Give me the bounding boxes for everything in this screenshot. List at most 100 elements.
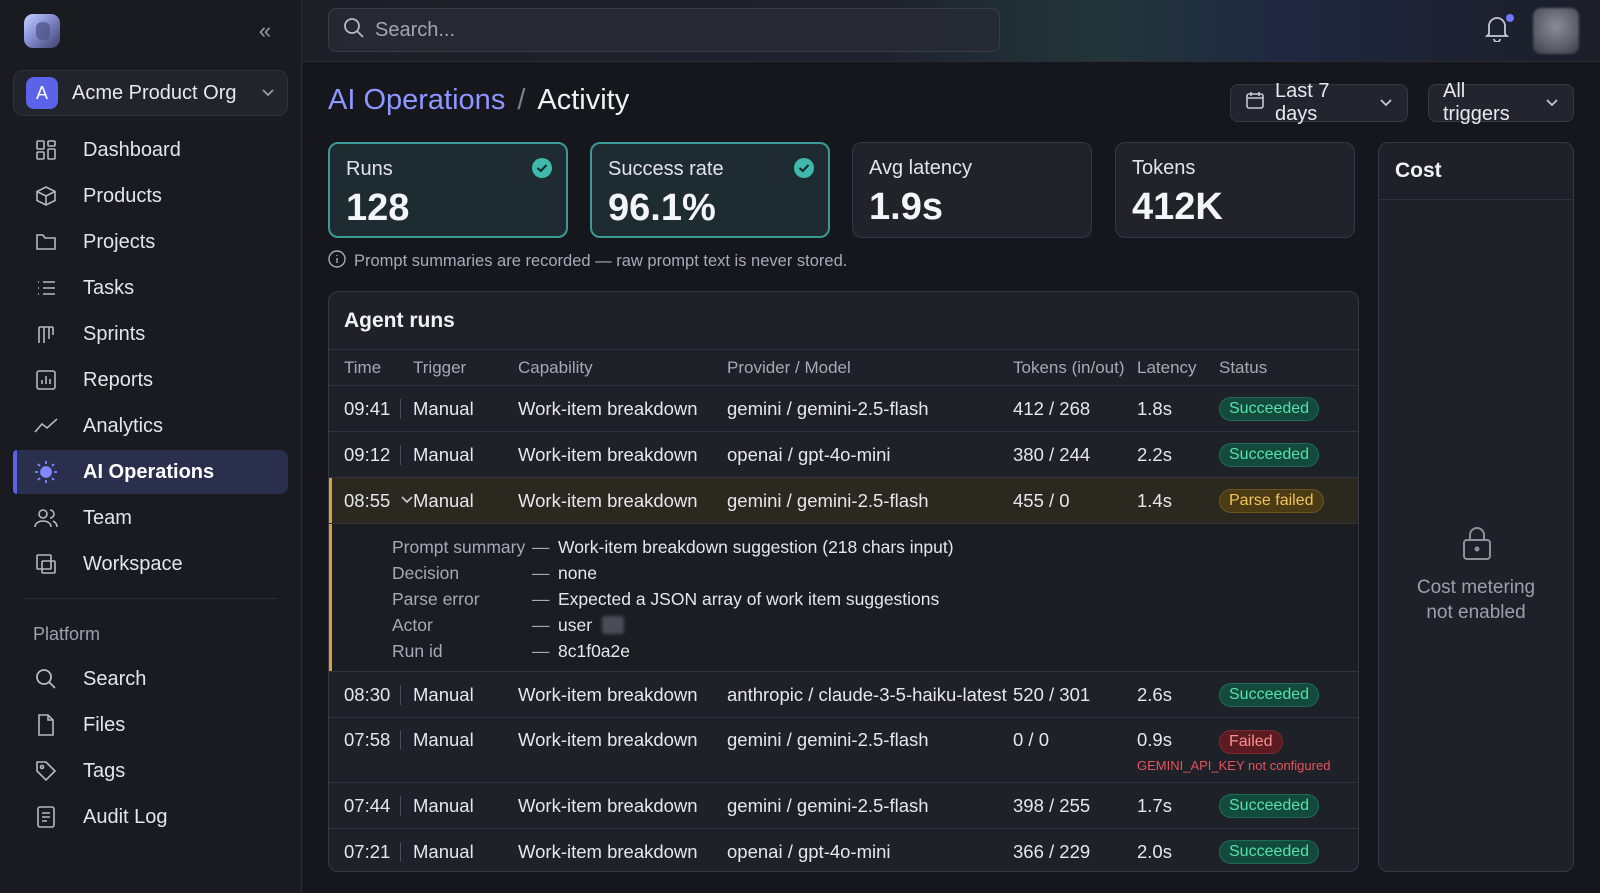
org-name: Acme Product Org bbox=[72, 81, 237, 104]
search-input[interactable] bbox=[375, 18, 975, 42]
status-badge: Succeeded bbox=[1219, 840, 1320, 864]
detail-row-decision: Decision — none bbox=[392, 560, 1358, 586]
nav-divider bbox=[23, 598, 278, 599]
run-capability: Work-item breakdown bbox=[518, 683, 698, 705]
sidebar-item-audit-log[interactable]: Audit Log bbox=[13, 795, 288, 839]
run-trigger: Manual bbox=[413, 840, 474, 862]
cost-disabled-message: Cost metering not enabled bbox=[1379, 575, 1573, 625]
cube-icon bbox=[33, 185, 59, 207]
stat-card-avg-latency[interactable]: Avg latency 1.9s bbox=[852, 142, 1092, 238]
sidebar-item-tags[interactable]: Tags bbox=[13, 749, 288, 793]
sidebar: « A Acme Product Org Dashboard Products … bbox=[0, 0, 302, 893]
table-row[interactable]: 07:44 Manual Work-item breakdown gemini … bbox=[329, 783, 1358, 829]
run-model: gemini / gemini-2.5-flash bbox=[727, 794, 929, 816]
run-model: anthropic / claude-3-5-haiku-latest bbox=[727, 683, 1007, 705]
user-avatar[interactable] bbox=[1533, 8, 1579, 54]
stat-label: Avg latency bbox=[869, 157, 973, 179]
column-header-latency[interactable]: Latency bbox=[1137, 357, 1197, 377]
search-icon bbox=[33, 668, 59, 690]
sidebar-item-team[interactable]: Team bbox=[13, 496, 288, 540]
run-tokens: 380 / 244 bbox=[1013, 443, 1091, 465]
run-latency: 2.6s bbox=[1137, 683, 1172, 705]
table-row[interactable]: 07:58 Manual Work-item breakdown gemini … bbox=[329, 718, 1358, 783]
sidebar-item-workspace[interactable]: Workspace bbox=[13, 542, 288, 586]
run-tokens: 398 / 255 bbox=[1013, 794, 1091, 816]
detail-value: Expected a JSON array of work item sugge… bbox=[558, 588, 940, 609]
org-switcher[interactable]: A Acme Product Org bbox=[13, 70, 288, 116]
cost-title: Cost bbox=[1379, 143, 1573, 200]
date-range-label: Last 7 days bbox=[1275, 80, 1330, 125]
breadcrumb-ai-operations[interactable]: AI Operations bbox=[328, 84, 506, 116]
nav-section-platform: Platform bbox=[33, 624, 101, 644]
date-range-dropdown[interactable]: Last 7 days bbox=[1230, 80, 1408, 125]
column-header-tokens[interactable]: Tokens (in/out) bbox=[1013, 357, 1125, 377]
stat-label: Runs bbox=[346, 158, 393, 180]
stat-card-tokens[interactable]: Tokens 412K bbox=[1115, 142, 1355, 238]
sidebar-item-sprints[interactable]: Sprints bbox=[13, 312, 288, 356]
stat-label: Tokens bbox=[1132, 157, 1196, 179]
sidebar-item-label: Audit Log bbox=[83, 805, 168, 828]
column-header-trigger[interactable]: Trigger bbox=[413, 357, 467, 377]
table-row[interactable]: 09:41 Manual Work-item breakdown gemini … bbox=[329, 386, 1358, 432]
run-model: openai / gpt-4o-mini bbox=[727, 443, 891, 465]
run-latency: 0.9s bbox=[1137, 729, 1172, 750]
detail-row-prompt-summary: Prompt summary — Work-item breakdown sug… bbox=[392, 534, 1358, 560]
status-badge: Failed bbox=[1219, 730, 1283, 754]
table-row[interactable]: 07:21 Manual Work-item breakdown openai … bbox=[329, 829, 1358, 871]
team-icon bbox=[33, 507, 59, 529]
sidebar-item-label: Search bbox=[83, 667, 147, 690]
run-tokens: 366 / 229 bbox=[1013, 840, 1091, 862]
row-divider bbox=[400, 795, 401, 816]
chevron-down-icon[interactable] bbox=[400, 492, 414, 509]
table-row-expanded[interactable]: 08:55 Manual Work-item breakdown gemini … bbox=[329, 478, 1358, 524]
stat-card-runs[interactable]: Runs 128 bbox=[328, 142, 568, 238]
sidebar-item-tasks[interactable]: Tasks bbox=[13, 266, 288, 310]
sidebar-item-files[interactable]: Files bbox=[13, 703, 288, 747]
run-latency: 1.7s bbox=[1137, 794, 1172, 816]
global-search[interactable] bbox=[328, 8, 1000, 52]
run-latency: 2.0s bbox=[1137, 840, 1172, 862]
column-header-status[interactable]: Status bbox=[1219, 357, 1268, 377]
sidebar-item-dashboard[interactable]: Dashboard bbox=[13, 128, 288, 172]
sidebar-nav: Dashboard Products Projects Tasks Sprint… bbox=[13, 128, 288, 841]
tag-icon bbox=[33, 760, 59, 782]
analytics-icon bbox=[33, 415, 59, 437]
run-trigger: Manual bbox=[413, 443, 474, 465]
trigger-filter-dropdown[interactable]: All triggers bbox=[1428, 80, 1574, 125]
table-row[interactable]: 08:30 Manual Work-item breakdown anthrop… bbox=[329, 672, 1358, 718]
stat-value: 1.9s bbox=[869, 186, 943, 228]
agent-runs-title: Agent runs bbox=[329, 292, 1358, 350]
run-tokens: 455 / 0 bbox=[1013, 489, 1070, 511]
collapse-sidebar-icon[interactable]: « bbox=[258, 18, 272, 43]
run-tokens: 412 / 268 bbox=[1013, 397, 1091, 419]
sidebar-item-products[interactable]: Products bbox=[13, 174, 288, 218]
sidebar-item-label: Reports bbox=[83, 368, 154, 391]
run-time: 09:12 bbox=[344, 443, 391, 465]
app-logo[interactable] bbox=[24, 14, 60, 48]
ai-sparkle-icon bbox=[33, 460, 59, 484]
sidebar-item-label: Files bbox=[83, 713, 126, 736]
privacy-note-text: Prompt summaries are recorded — raw prom… bbox=[354, 252, 848, 270]
row-divider bbox=[400, 730, 401, 750]
notifications-bell-icon[interactable] bbox=[1484, 14, 1514, 46]
detail-row-actor: Actor — user bbox=[392, 612, 1358, 638]
sidebar-item-ai-operations[interactable]: AI Operations bbox=[13, 450, 288, 494]
detail-key: Run id bbox=[392, 640, 443, 661]
sidebar-item-label: Analytics bbox=[83, 414, 164, 437]
status-badge: Succeeded bbox=[1219, 683, 1320, 707]
sidebar-item-search[interactable]: Search bbox=[13, 657, 288, 701]
sidebar-item-analytics[interactable]: Analytics bbox=[13, 404, 288, 448]
sidebar-item-projects[interactable]: Projects bbox=[13, 220, 288, 264]
stat-value: 96.1% bbox=[608, 187, 716, 229]
column-header-capability[interactable]: Capability bbox=[518, 357, 593, 377]
column-header-time[interactable]: Time bbox=[344, 357, 382, 377]
check-circle-icon bbox=[794, 158, 814, 178]
column-header-model[interactable]: Provider / Model bbox=[727, 357, 851, 377]
run-trigger: Manual bbox=[413, 794, 474, 816]
sidebar-item-reports[interactable]: Reports bbox=[13, 358, 288, 402]
stat-card-success-rate[interactable]: Success rate 96.1% bbox=[590, 142, 830, 238]
run-trigger: Manual bbox=[413, 683, 474, 705]
row-divider bbox=[400, 444, 401, 465]
table-row[interactable]: 09:12 Manual Work-item breakdown openai … bbox=[329, 432, 1358, 478]
run-time: 07:44 bbox=[344, 794, 391, 816]
